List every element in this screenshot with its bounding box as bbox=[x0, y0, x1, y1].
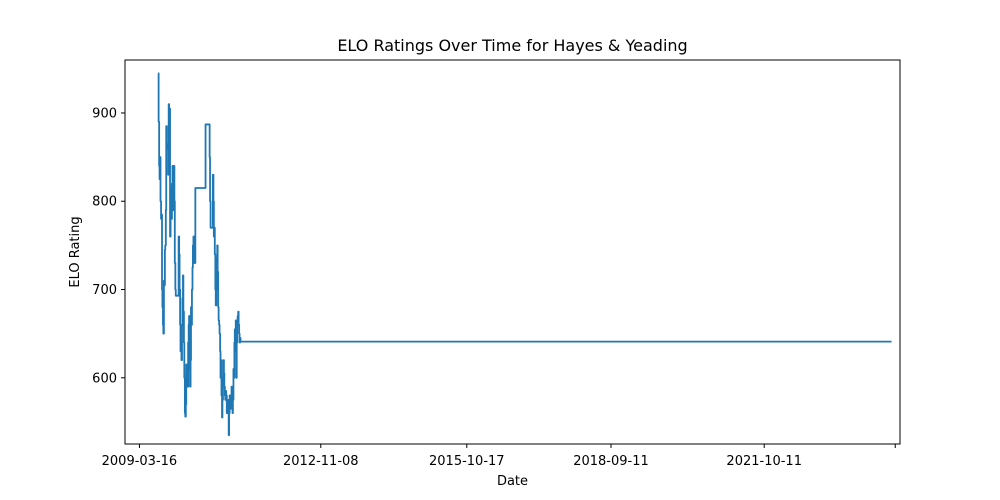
elo-series-line bbox=[157, 72, 892, 437]
x-tick-label: 2012-11-08 bbox=[283, 454, 359, 469]
x-tick-label: 2009-03-16 bbox=[102, 454, 178, 469]
axes-frame bbox=[124, 59, 901, 445]
y-axis-label: ELO Rating bbox=[68, 216, 83, 287]
x-axis-ticks: 2009-03-16 2012-11-08 2015-10-17 2018-09-11… bbox=[102, 444, 896, 469]
y-tick-label: 600 bbox=[92, 371, 117, 386]
x-tick-label: 2015-10-17 bbox=[429, 454, 505, 469]
x-axis-label: Date bbox=[497, 474, 528, 489]
y-tick-label: 700 bbox=[92, 283, 117, 298]
y-tick-label: 900 bbox=[92, 106, 117, 121]
chart-title: ELO Ratings Over Time for Hayes & Yeadin… bbox=[337, 36, 687, 55]
plot-area bbox=[157, 72, 892, 437]
x-tick-label: 2021-10-11 bbox=[726, 454, 802, 469]
x-tick-label: 2018-09-11 bbox=[573, 454, 649, 469]
y-axis-ticks: 600 700 800 900 bbox=[92, 106, 125, 386]
y-tick-label: 800 bbox=[92, 195, 117, 210]
